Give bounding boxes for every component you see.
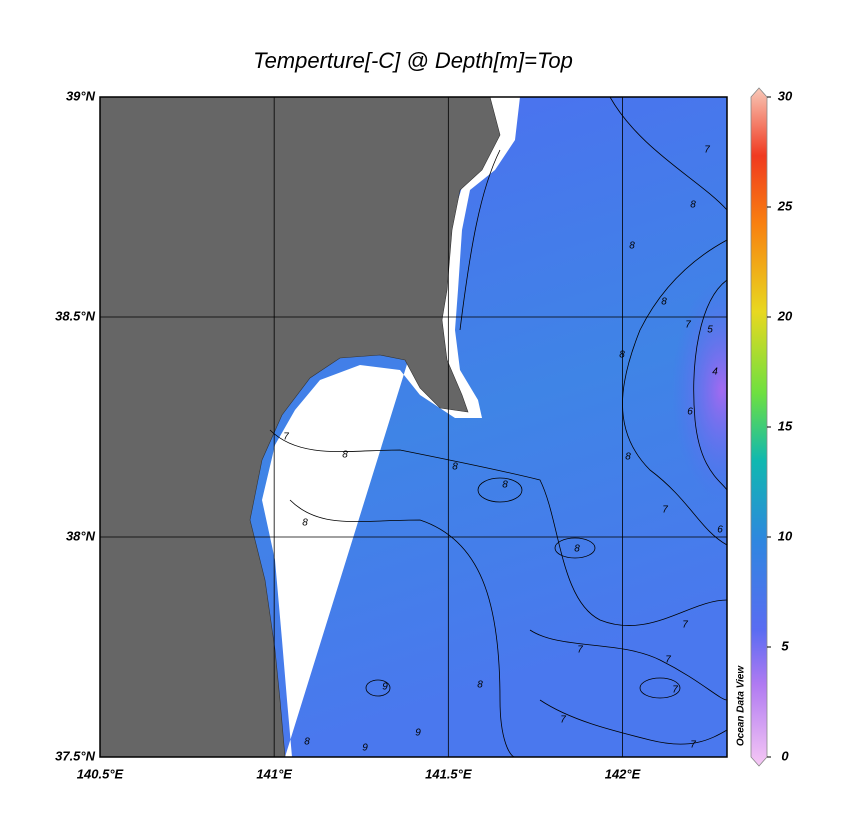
contour-label: 7 <box>704 145 710 156</box>
contour-label: 7 <box>560 715 566 726</box>
lon-tick-label: 141°E <box>256 766 292 781</box>
contour-label: 6 <box>717 525 723 536</box>
contour-label: 8 <box>629 241 635 252</box>
coastal-gap <box>262 97 520 757</box>
lat-tick-label: 38°N <box>66 528 96 543</box>
colorbar-tick-label: 5 <box>781 638 789 653</box>
contour-label: 5 <box>707 325 713 336</box>
contour-label: 9 <box>382 682 388 693</box>
contour-label: 7 <box>577 645 583 656</box>
colorbar-tick-label: 30 <box>778 88 793 103</box>
lat-tick-label: 39°N <box>66 88 96 103</box>
contour-label: 7 <box>682 620 688 631</box>
contour-label: 9 <box>362 743 368 754</box>
contour-label: 7 <box>690 740 696 751</box>
map-title: Temperture[-C] @ Depth[m]=Top <box>253 48 573 73</box>
colorbar-tick-label: 25 <box>777 198 793 213</box>
lon-tick-label: 141.5°E <box>425 766 472 781</box>
lon-tick-label: 142°E <box>605 766 641 781</box>
contour-label: 9 <box>415 728 421 739</box>
contour-label: 8 <box>302 518 308 529</box>
contour-label: 8 <box>477 680 483 691</box>
contour-label: 8 <box>661 297 667 308</box>
contour-label: 8 <box>574 544 580 555</box>
colorbar-tick-label: 10 <box>778 528 793 543</box>
colorbar-tick-label: 0 <box>781 748 789 763</box>
contour-label: 8 <box>452 462 458 473</box>
contour-label: 7 <box>672 685 678 696</box>
contour-label: 8 <box>342 450 348 461</box>
contour-label: 8 <box>502 480 508 491</box>
contour-label: 8 <box>625 452 631 463</box>
lon-tick-label: 140.5°E <box>77 766 124 781</box>
land <box>100 97 501 757</box>
contour-label: 8 <box>690 200 696 211</box>
contour-label: 7 <box>283 432 289 443</box>
map-frame <box>99 96 728 758</box>
contour-label: 4 <box>712 367 718 378</box>
contour-label: 7 <box>665 655 671 666</box>
contour-label: 7 <box>685 320 691 331</box>
colorbar-tick-label: 15 <box>778 418 793 433</box>
colorbar <box>750 87 768 767</box>
lat-tick-label: 38.5°N <box>55 308 96 323</box>
contour-label: 7 <box>662 505 668 516</box>
warm-anomaly <box>672 280 727 500</box>
lat-tick-label: 37.5°N <box>55 748 96 763</box>
map-area <box>100 97 727 757</box>
contour-label: 8 <box>619 350 625 361</box>
colorbar-tick-label: 20 <box>777 308 793 323</box>
credit: Ocean Data View <box>736 665 747 746</box>
contour-label: 8 <box>304 737 310 748</box>
contour-label: 6 <box>687 407 693 418</box>
